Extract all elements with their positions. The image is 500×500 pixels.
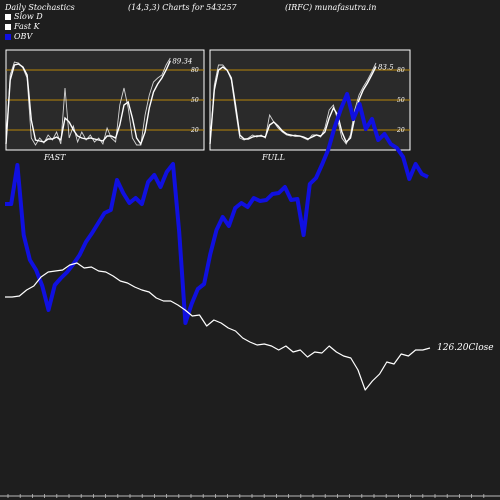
full-series-slow-d <box>209 66 377 145</box>
legend-swatch-fast-k <box>5 23 11 30</box>
legend-label-slow-d: Slow D <box>14 12 43 21</box>
full-tick-label-20: 20 <box>396 127 405 134</box>
legend-swatch-slow-d <box>5 13 11 20</box>
legend-item-obv: OBV <box>5 32 32 41</box>
chart-title: Daily Stochastics <box>5 3 75 12</box>
legend-item-fast-k: Fast K <box>5 22 40 31</box>
lower-series-price <box>5 262 431 391</box>
legend-item-slow-d: Slow D <box>5 12 43 21</box>
chart-params: (14,3,3) Charts for 543257 <box>128 3 237 12</box>
close-price-label: 126.20Close <box>437 343 494 353</box>
fast-panel-title: FAST <box>44 153 66 162</box>
legend-label-fast-k: Fast K <box>14 22 40 31</box>
full-tick-label-50: 50 <box>397 97 405 104</box>
full-panel-title: FULL <box>262 153 285 162</box>
lower-series-obv <box>5 92 429 325</box>
full-tick-label-80: 80 <box>397 67 405 74</box>
fast-series-fast-k <box>5 57 171 146</box>
site-label: (IRFC) munafasutra.in <box>285 3 377 12</box>
legend-swatch-obv <box>5 33 11 40</box>
fast-series-slow-d <box>5 60 171 146</box>
legend-label-obv: OBV <box>14 32 33 41</box>
fast-tick-label-50: 50 <box>191 97 199 104</box>
fast-last-value-label: 89.34 <box>172 58 192 66</box>
full-last-value-label: 83.5 <box>378 64 394 72</box>
fast-tick-label-80: 80 <box>191 67 199 74</box>
fast-tick-label-20: 20 <box>190 127 199 134</box>
